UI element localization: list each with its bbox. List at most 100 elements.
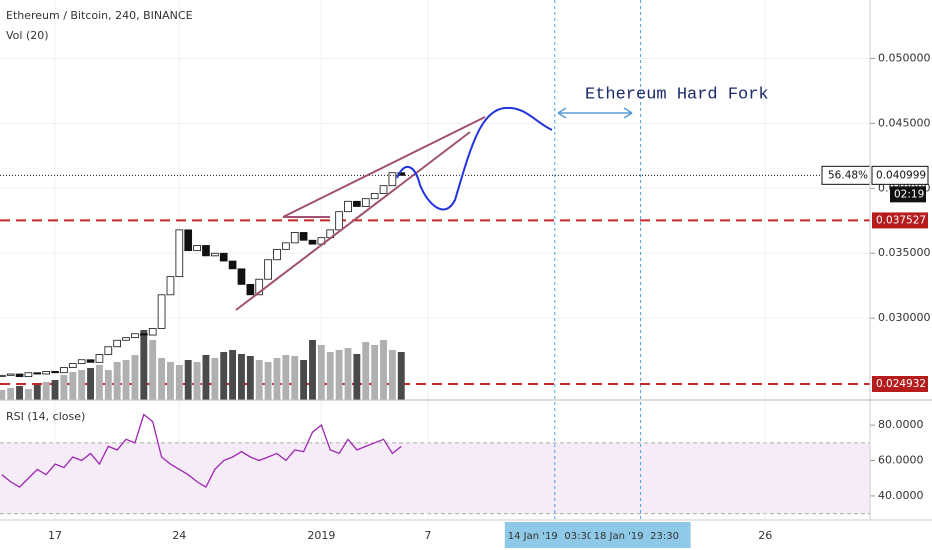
volume-bar: [282, 355, 290, 400]
volume-bar: [362, 342, 370, 400]
volume-bar: [353, 354, 361, 400]
y-tick-label: 0.050000: [878, 51, 931, 64]
volume-bar: [175, 365, 183, 400]
last-price-box: [871, 165, 929, 185]
volume-bar: [238, 354, 245, 400]
candle: [86, 359, 95, 363]
volume-bar: [220, 352, 228, 400]
candle: [335, 211, 343, 231]
rsi-line: [1, 413, 402, 488]
candle: [68, 363, 77, 368]
wedge-line: [235, 131, 471, 311]
candle: [166, 276, 175, 296]
candle: [255, 278, 264, 296]
volume-bar: [317, 345, 325, 400]
candle: [0, 374, 6, 378]
candle: [246, 284, 255, 296]
time-marker-time: 23:30: [650, 531, 679, 542]
candle: [95, 354, 104, 363]
x-tick-label: 2019: [307, 529, 335, 542]
volume-bar: [255, 360, 263, 400]
change-label: 56.48%: [828, 169, 868, 181]
volume-bar: [326, 352, 334, 400]
rsi-title: RSI (14, close): [6, 410, 85, 423]
volume-bar: [33, 385, 41, 400]
volume-bar: [309, 340, 316, 400]
candle: [282, 242, 290, 250]
volume-bar: [60, 375, 68, 400]
volume-bar: [87, 368, 94, 400]
volume-bar: [273, 358, 281, 400]
countdown: 02:19: [894, 188, 924, 200]
volume-bar: [122, 360, 130, 400]
candle: [370, 193, 379, 200]
volume-bar: [264, 362, 272, 400]
volume-bar: [344, 348, 352, 400]
volume-bar: [78, 370, 86, 400]
candle: [60, 367, 68, 374]
time-marker-date: 18 Jan '19: [594, 531, 644, 542]
candle: [397, 172, 406, 176]
y-tick-label: 80.0000: [878, 418, 924, 431]
volume-bar: [397, 352, 405, 400]
volume-bar: [167, 362, 174, 400]
candle: [77, 359, 86, 365]
price-label: 0.024932: [876, 378, 926, 390]
candle: [6, 373, 15, 376]
candle: [264, 259, 272, 280]
candle: [113, 339, 122, 348]
candle: [388, 172, 397, 187]
candle: [344, 200, 352, 213]
volume-title: Vol (20): [6, 29, 49, 42]
volume-bar: [211, 358, 219, 400]
candle: [379, 185, 388, 194]
time-marker-box: [504, 522, 605, 548]
drawings: [235, 106, 633, 311]
volume-bar: [131, 355, 139, 400]
candle: [122, 337, 130, 341]
y-tick-label: 60.0000: [878, 454, 924, 467]
x-tick-label: 24: [172, 529, 186, 542]
candle: [210, 252, 219, 257]
countdown-box: [890, 186, 926, 203]
x-tick-label: 17: [48, 529, 62, 542]
volume-bar: [388, 350, 396, 400]
x-tick-label: 7: [424, 529, 431, 542]
y-tick-label: 0.030000: [878, 311, 931, 324]
candle: [361, 198, 370, 207]
volume-bar: [193, 362, 201, 400]
volume-bar: [300, 360, 308, 400]
price-label-box: [872, 376, 928, 392]
volume-bar: [158, 358, 166, 400]
y-tick-label: 0.045000: [878, 116, 931, 129]
candle: [104, 346, 113, 355]
volume-bar: [380, 340, 387, 400]
volume-bar: [51, 380, 59, 400]
volume-bar: [140, 330, 148, 400]
volume-bar: [69, 372, 77, 400]
candle: [15, 373, 24, 378]
volume-bar: [7, 388, 15, 400]
volume-bar: [113, 362, 121, 400]
volume-bar: [104, 370, 112, 400]
rsi-band: [0, 442, 870, 514]
candle: [273, 248, 281, 261]
volume-bar: [246, 356, 254, 400]
volume-bar: [42, 382, 50, 400]
volume-bar: [0, 390, 6, 400]
wedge-line: [282, 116, 486, 218]
candle: [131, 333, 139, 339]
time-marker-box: [590, 522, 691, 548]
volume-bar: [95, 365, 103, 400]
range-arrow: [557, 107, 633, 119]
candle: [193, 245, 201, 252]
candle: [202, 245, 210, 257]
candle: [299, 232, 308, 241]
volume-bar: [16, 386, 23, 400]
candle: [24, 372, 33, 378]
time-marker-time: 03:30: [564, 531, 593, 542]
price-label: 0.037527: [876, 214, 926, 226]
candle: [290, 232, 299, 244]
